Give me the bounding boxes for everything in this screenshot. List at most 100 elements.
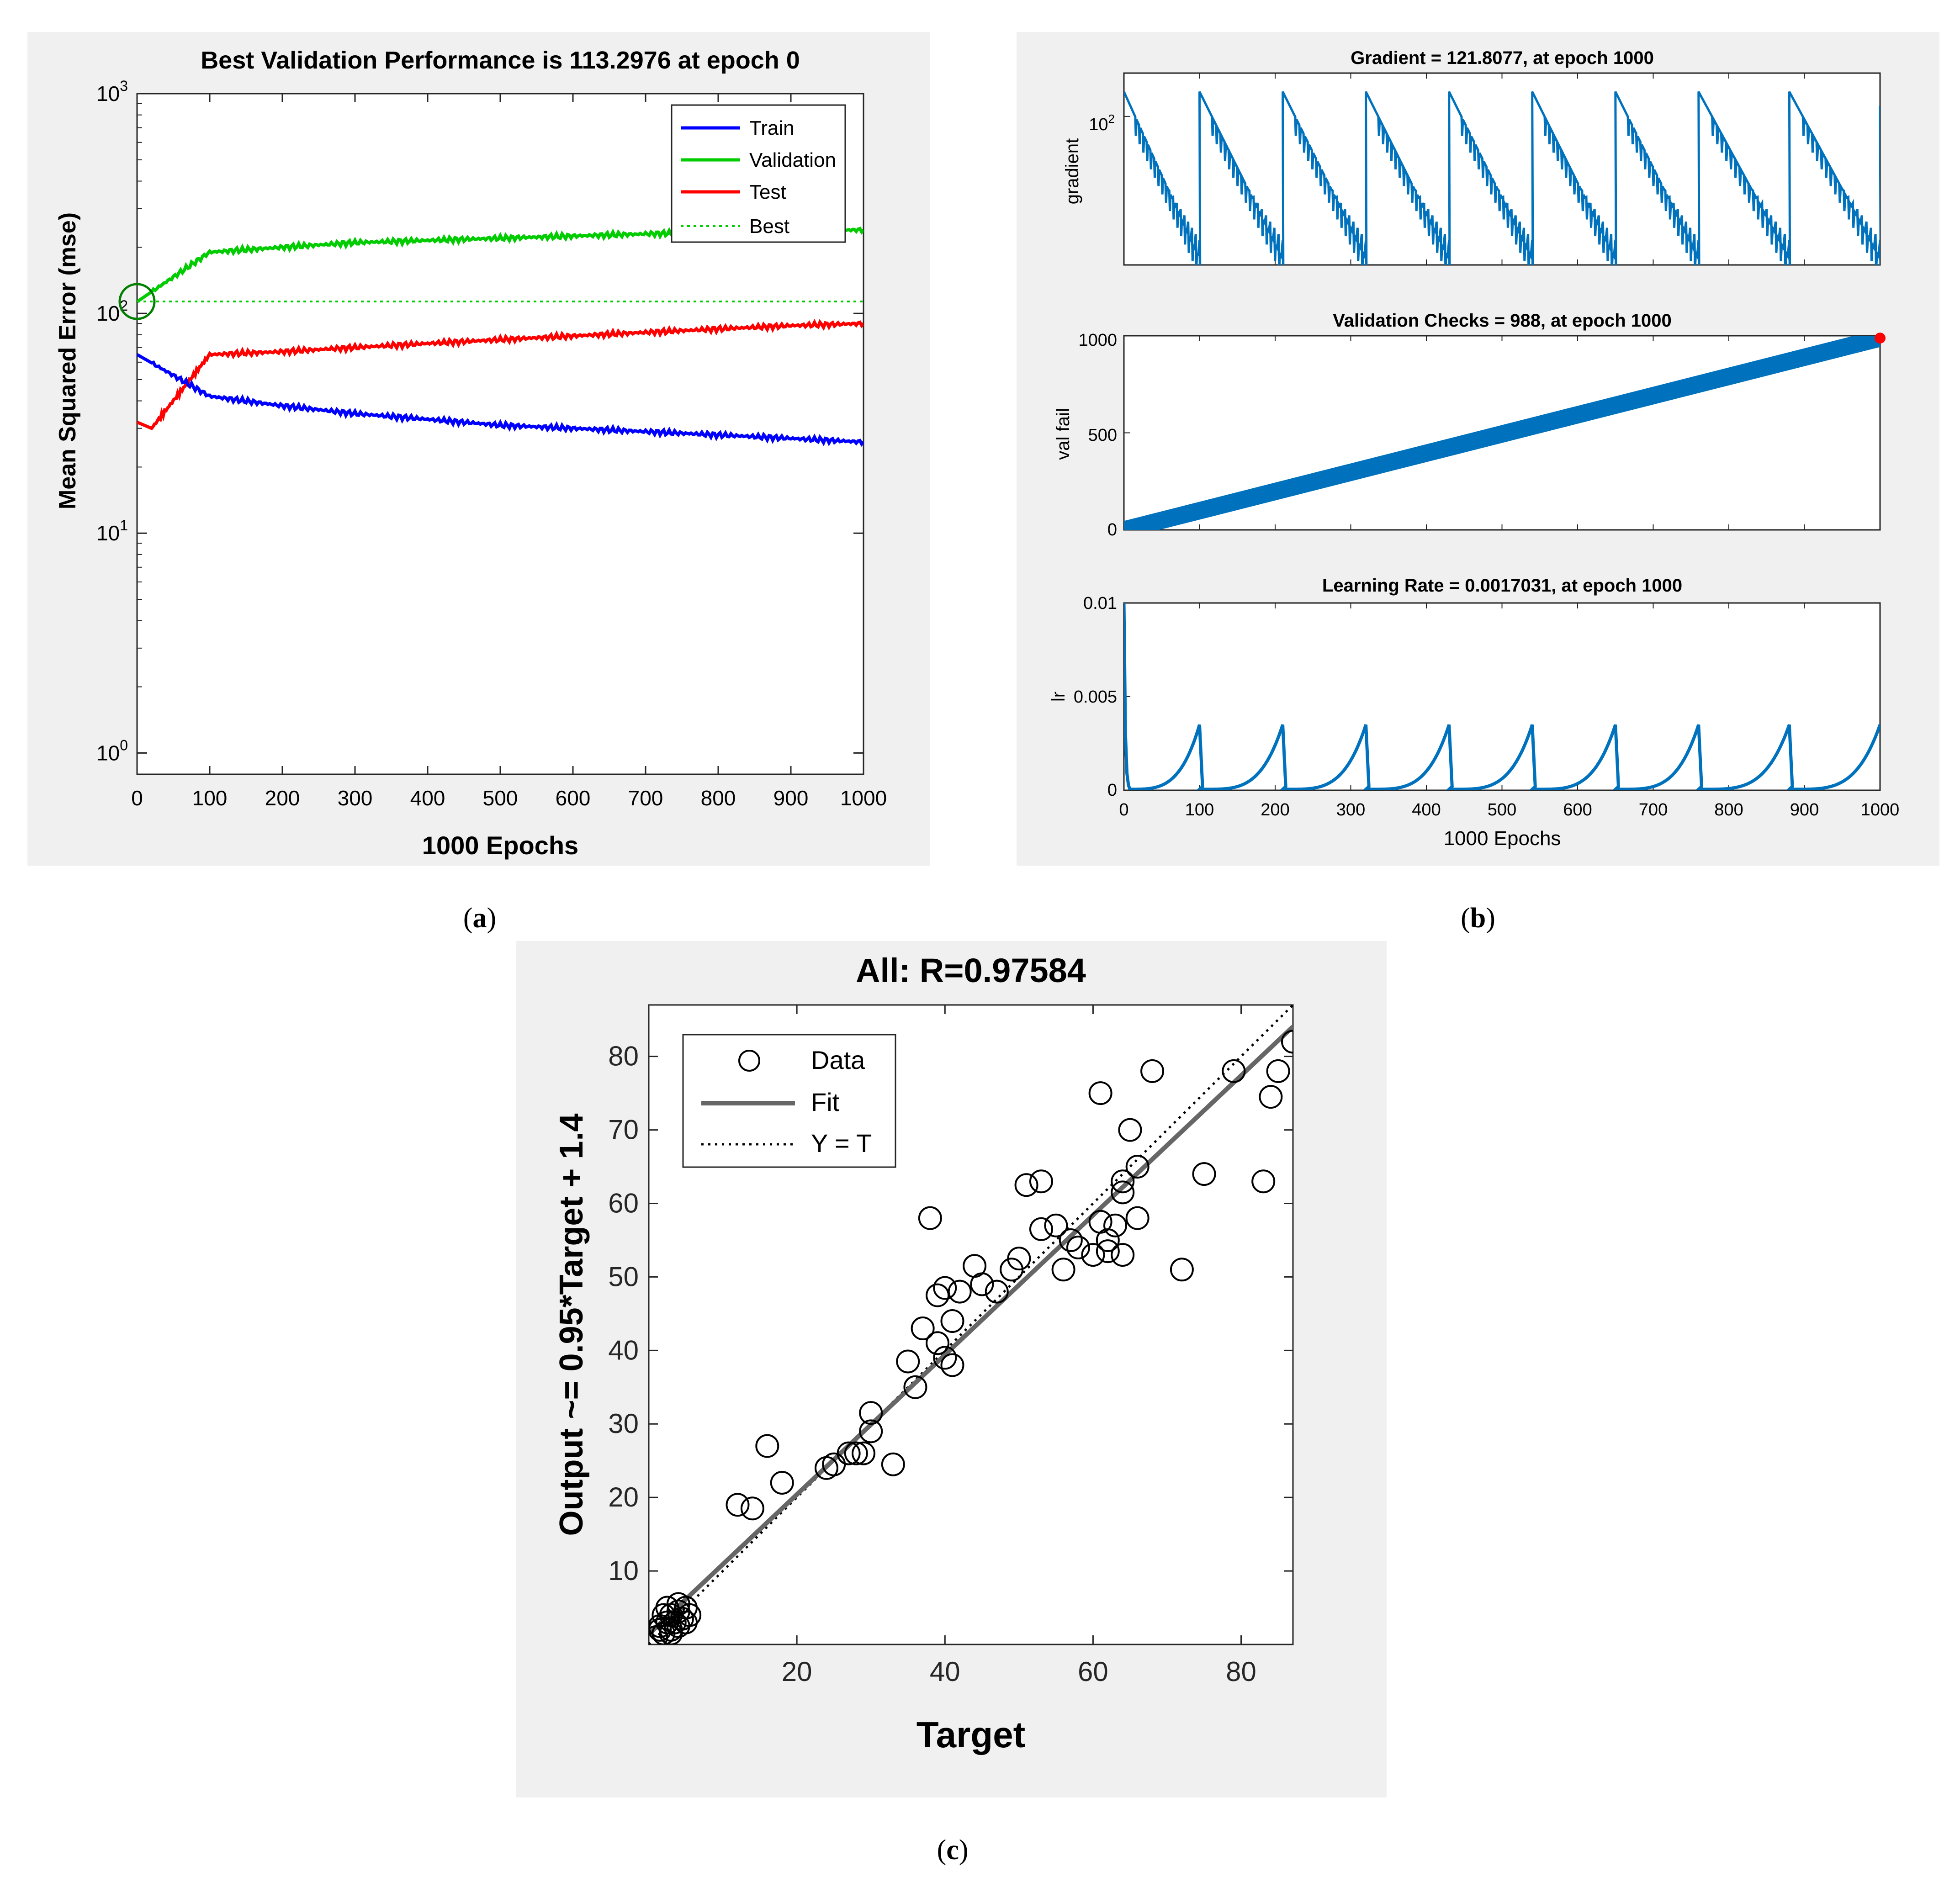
regression-x-tick-labels: 20 40 60 80 xyxy=(782,1656,1256,1687)
data-point xyxy=(1170,1258,1194,1282)
regression-ylabel: Output ~= 0.95*Target + 1.4 xyxy=(553,1114,590,1536)
data-point xyxy=(903,1375,927,1399)
gradient-axes xyxy=(1123,72,1881,266)
panel-a-x-tick-label: 700 xyxy=(628,786,663,810)
data-point xyxy=(655,1596,679,1620)
data-point xyxy=(1118,1118,1142,1142)
regression-title: All: R=0.97584 xyxy=(856,952,1086,989)
data-point xyxy=(1111,1169,1135,1194)
data-point xyxy=(1251,1169,1276,1194)
legend-train-label: Train xyxy=(749,117,795,139)
data-point xyxy=(985,1279,1009,1304)
data-point xyxy=(859,1401,883,1425)
data-point xyxy=(911,1316,935,1341)
data-point xyxy=(678,1603,702,1627)
test-series-line xyxy=(137,318,863,430)
regression-y-tick-label: 20 xyxy=(608,1482,639,1512)
data-point xyxy=(926,1331,950,1355)
caption-c: (c) xyxy=(937,1834,969,1866)
regression-x-tick-label: 20 xyxy=(782,1656,812,1687)
panel-a-y-tick-label: 100 xyxy=(96,737,128,765)
data-point xyxy=(1111,1180,1135,1205)
panel-a-x-tick-label: 800 xyxy=(701,786,736,810)
regression-legend: Data Fit Y = T xyxy=(682,1034,896,1168)
lr-x-tick-labels: 0 100 200 300 400 500 600 700 800 900 1000 xyxy=(1119,800,1899,819)
regression-y-tick-label: 60 xyxy=(608,1188,639,1218)
panel-a-x-tick-labels: 0 100 200 300 400 500 600 700 800 900 1000 xyxy=(131,786,887,810)
data-point xyxy=(918,1206,942,1230)
lr-x-tick-label: 500 xyxy=(1488,800,1516,819)
regression-y-tick-label: 70 xyxy=(608,1115,639,1145)
data-point xyxy=(852,1441,875,1465)
data-point xyxy=(1096,1239,1120,1263)
best-epoch-marker xyxy=(118,283,156,320)
lr-x-tick-label: 300 xyxy=(1336,800,1365,819)
data-point xyxy=(1029,1169,1053,1194)
gradient-ylabel: gradient xyxy=(1062,138,1082,205)
regression-y-tick-label: 80 xyxy=(608,1041,639,1072)
panel-a-y-tick-label: 101 xyxy=(96,517,128,545)
data-point xyxy=(881,1452,905,1476)
lr-axes xyxy=(1123,602,1881,791)
data-points xyxy=(649,1030,1293,1644)
panel-a-x-tick-label: 600 xyxy=(556,786,591,810)
regression-y-tick-label: 30 xyxy=(608,1408,639,1439)
panel-a-title: Best Validation Performance is 113.2976 … xyxy=(201,47,800,74)
legend-yt-label: Y = T xyxy=(811,1129,872,1158)
data-point xyxy=(770,1470,794,1495)
data-point xyxy=(859,1419,883,1443)
data-point xyxy=(948,1279,972,1304)
panel-a-xlabel: 1000 Epochs xyxy=(422,831,578,860)
legend-best-label: Best xyxy=(749,215,789,238)
lr-x-tick-label: 700 xyxy=(1639,800,1668,819)
panel-c: 20 40 60 80 10 20 30 40 50 60 70 80 All: R=0.97584… xyxy=(516,941,1387,1797)
regression-ticks xyxy=(649,1005,1293,1644)
data-point xyxy=(1140,1059,1165,1083)
data-point xyxy=(1044,1213,1068,1237)
panel-a-x-tick-label: 100 xyxy=(192,786,228,810)
data-point xyxy=(1266,1059,1290,1083)
lr-x-tick-label: 1000 xyxy=(1861,800,1900,819)
data-point xyxy=(1103,1213,1128,1237)
data-point xyxy=(1081,1243,1105,1267)
data-point xyxy=(1066,1236,1090,1260)
lr-ytick-001: 0.01 xyxy=(1083,594,1117,613)
data-point xyxy=(1281,1030,1293,1054)
data-point xyxy=(896,1349,920,1374)
regression-y-tick-label: 40 xyxy=(608,1335,639,1365)
identity-line xyxy=(649,1005,1293,1644)
panel-a-legend: Train Validation Test Best xyxy=(671,104,846,243)
regression-x-tick-label: 40 xyxy=(930,1656,960,1687)
legend-fit-label: Fit xyxy=(811,1088,840,1116)
data-point xyxy=(659,1621,683,1644)
panel-a-x-tick-label: 400 xyxy=(410,786,445,810)
data-point xyxy=(1051,1258,1075,1282)
gradient-ytick-label: 102 xyxy=(1089,112,1115,134)
panel-a-x-tick-label: 500 xyxy=(483,786,518,810)
gradient-ticks xyxy=(1123,73,1881,265)
legend-test-label: Test xyxy=(749,181,786,203)
data-point xyxy=(1014,1173,1038,1197)
val-fail-ytick-0: 0 xyxy=(1107,520,1117,539)
lr-x-tick-label: 100 xyxy=(1185,800,1214,819)
data-point xyxy=(837,1441,861,1465)
panel-a-x-tick-label: 300 xyxy=(338,786,373,810)
panel-a-x-tick-label: 1000 xyxy=(840,786,887,810)
lr-title: Learning Rate = 0.0017031, at epoch 1000 xyxy=(1322,576,1682,596)
lr-x-tick-label: 900 xyxy=(1790,800,1819,819)
train-series-line xyxy=(137,353,863,447)
data-point xyxy=(755,1434,779,1458)
val-fail-title: Validation Checks = 988, at epoch 1000 xyxy=(1333,311,1671,331)
data-point xyxy=(940,1353,964,1377)
legend-validation-label: Validation xyxy=(749,149,836,171)
gradient-title: Gradient = 121.8077, at epoch 1000 xyxy=(1351,48,1654,68)
panel-a-y-tick-labels: 100 101 102 103 xyxy=(96,78,128,765)
data-point xyxy=(1259,1085,1283,1109)
val-fail-ytick-500: 500 xyxy=(1088,426,1117,445)
data-point xyxy=(1096,1228,1120,1252)
lr-ytick-0: 0 xyxy=(1107,781,1117,800)
data-point xyxy=(1007,1247,1031,1271)
panel-a-x-tick-label: 200 xyxy=(265,786,300,810)
data-point xyxy=(740,1496,764,1521)
